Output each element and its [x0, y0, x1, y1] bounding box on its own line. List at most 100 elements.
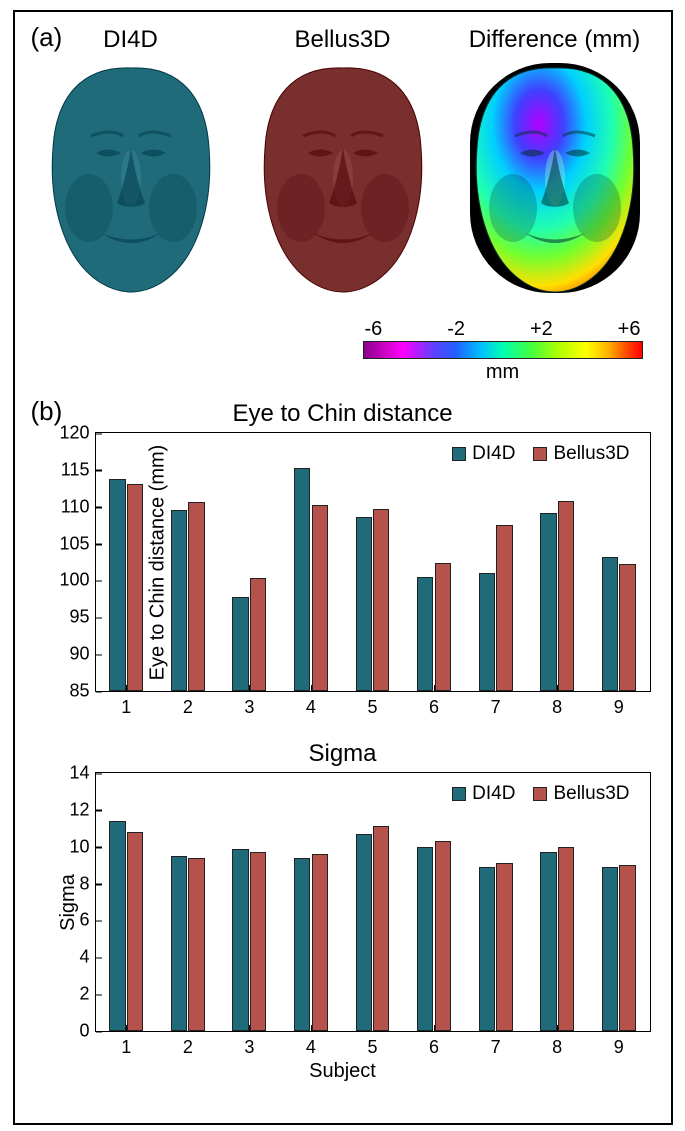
bar: [109, 479, 125, 691]
face-svg-2: [465, 58, 645, 298]
chart-title: Sigma: [25, 740, 661, 768]
bar: [496, 863, 512, 1031]
face-svg-0: [41, 58, 221, 298]
bar: [619, 865, 635, 1031]
legend-swatch: [533, 447, 547, 461]
y-tick: 12: [69, 799, 95, 820]
colorbar-unit: mm: [363, 361, 643, 384]
x-tick: 1: [121, 1031, 131, 1058]
legend-item: Bellus3D: [533, 783, 629, 805]
x-tick: 9: [614, 691, 624, 718]
bar: [127, 484, 143, 691]
bar: [356, 517, 372, 691]
bar: [312, 505, 328, 691]
bar: [171, 856, 187, 1031]
bar: [250, 852, 266, 1031]
legend-swatch: [533, 787, 547, 801]
legend-swatch: [452, 787, 466, 801]
legend: DI4DBellus3D: [452, 783, 629, 805]
panel-b: (b) Eye to Chin distanceEye to Chin dist…: [25, 400, 661, 1083]
figure-frame: (a) DI4D Bellus3D Difference (mm) -6 -2 +2 +6…: [13, 10, 673, 1125]
bar: [602, 867, 618, 1031]
colorbar-tick: +6: [618, 318, 641, 341]
y-tick: 2: [79, 984, 95, 1005]
x-tick: 9: [614, 1031, 624, 1058]
bar: [356, 834, 372, 1031]
x-tick: 3: [244, 1031, 254, 1058]
bar: [540, 852, 556, 1031]
bar: [188, 858, 204, 1031]
y-tick: 105: [59, 533, 95, 554]
plot-box: Eye to Chin distance (mm)859095100105110…: [95, 432, 651, 692]
face-row: DI4D Bellus3D Difference (mm): [25, 22, 661, 298]
x-tick: 5: [367, 1031, 377, 1058]
y-tick: 95: [69, 607, 95, 628]
y-tick: 4: [79, 947, 95, 968]
y-tick: 115: [61, 459, 96, 480]
y-tick: 110: [61, 496, 96, 517]
bar: [619, 564, 635, 691]
face-title-1: Bellus3D: [294, 26, 390, 54]
bar: [232, 849, 248, 1031]
bar: [558, 847, 574, 1031]
face-col-1: Bellus3D: [243, 26, 443, 298]
y-tick: 10: [69, 836, 95, 857]
bar: [558, 501, 574, 691]
face-svg-1: [253, 58, 433, 298]
colorbar-gradient: [363, 341, 643, 359]
x-axis-label: Subject: [25, 1060, 661, 1083]
charts-host: Eye to Chin distance Eye to Chin distance…: [25, 400, 661, 1083]
bar: [496, 525, 512, 691]
bars-layer: [96, 433, 650, 691]
x-tick: 2: [183, 1031, 193, 1058]
face-title-0: DI4D: [103, 26, 158, 54]
bars-layer: [96, 773, 650, 1031]
colorbar-tick: -2: [447, 318, 465, 341]
bar: [188, 502, 204, 691]
y-tick: 8: [79, 873, 95, 894]
x-tick: 4: [306, 1031, 316, 1058]
y-tick: 14: [69, 763, 95, 784]
legend-item: DI4D: [452, 443, 515, 465]
chart-1: Sigma Sigma02468101214123456789DI4DBellus…: [25, 740, 661, 1083]
y-tick: 0: [79, 1021, 95, 1042]
bar: [294, 858, 310, 1031]
bar: [373, 826, 389, 1031]
x-tick: 3: [244, 691, 254, 718]
bar: [435, 841, 451, 1031]
face-title-2: Difference (mm): [469, 26, 641, 54]
bar: [435, 563, 451, 691]
plot-box: Sigma02468101214123456789DI4DBellus3D: [95, 772, 651, 1032]
colorbar-tick: +2: [530, 318, 553, 341]
chart-title: Eye to Chin distance: [25, 400, 661, 428]
bar: [373, 509, 389, 691]
y-tick: 6: [79, 910, 95, 931]
x-tick: 7: [491, 1031, 501, 1058]
x-tick: 8: [552, 691, 562, 718]
x-tick: 1: [121, 691, 131, 718]
legend-item: Bellus3D: [533, 443, 629, 465]
bar: [602, 557, 618, 691]
x-tick: 2: [183, 691, 193, 718]
panel-a-label: (a): [31, 22, 63, 53]
colorbar-tick: -6: [365, 318, 383, 341]
bar: [250, 578, 266, 691]
x-tick: 4: [306, 691, 316, 718]
face-col-0: DI4D: [31, 26, 231, 298]
x-tick: 5: [367, 691, 377, 718]
bar: [109, 821, 125, 1031]
bar: [127, 832, 143, 1031]
y-tick: 100: [59, 570, 95, 591]
face-col-2: Difference (mm): [455, 26, 655, 298]
legend-swatch: [452, 447, 466, 461]
bar: [171, 510, 187, 691]
bar: [417, 577, 433, 691]
legend: DI4D Bellus3D: [452, 443, 629, 465]
x-tick: 6: [429, 1031, 439, 1058]
x-tick: 6: [429, 691, 439, 718]
bar: [417, 847, 433, 1031]
bar: [294, 468, 310, 691]
bar: [540, 513, 556, 691]
y-tick: 85: [69, 681, 95, 702]
colorbar-labels: -6 -2 +2 +6: [363, 318, 643, 341]
